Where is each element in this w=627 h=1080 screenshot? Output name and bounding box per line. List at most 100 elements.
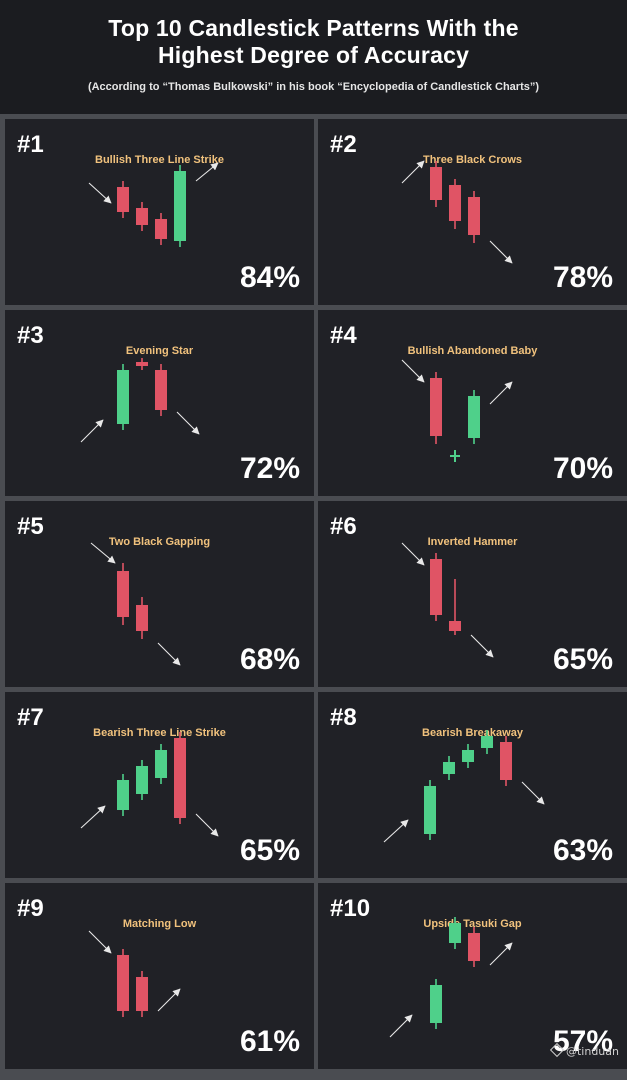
pattern-panel-9: #9 Matching Low 61% [5, 883, 314, 1069]
arrow-icon [470, 634, 494, 658]
bearish-candle [155, 213, 167, 245]
pattern-rank: #1 [17, 131, 44, 158]
watermark: @tinduan [549, 1042, 619, 1059]
bearish-candle [117, 949, 129, 1017]
bullish-candle [155, 744, 167, 784]
pattern-panel-6: #6 Inverted Hammer 65% [318, 501, 627, 687]
header: Top 10 Candlestick Patterns With the Hig… [0, 0, 627, 114]
bearish-candle [136, 597, 148, 639]
pattern-accuracy: 70% [552, 452, 613, 485]
arrow-icon [389, 1014, 413, 1038]
bearish-candle [500, 736, 512, 786]
arrow-icon [88, 930, 112, 954]
pattern-chart [401, 160, 513, 264]
pattern-name: Bearish Three Line Strike [93, 727, 226, 739]
pattern-accuracy: 63% [552, 834, 613, 867]
bullish-candle [136, 760, 148, 800]
pattern-panel-2: #2 Three Black Crows 78% [318, 119, 627, 305]
pattern-chart [401, 542, 494, 658]
bullish-candle [424, 780, 436, 840]
patterns-grid: #1 Bullish Three Line Strike 84% #2 Thre… [0, 114, 627, 1080]
pattern-rank: #8 [330, 704, 357, 731]
pattern-chart [88, 930, 181, 1017]
arrow-icon [90, 542, 116, 564]
pattern-chart [80, 732, 219, 837]
bearish-candle [174, 732, 186, 824]
pattern-panel-7: #7 Bearish Three Line Strike 65% [5, 692, 314, 878]
arrow-icon [489, 381, 513, 405]
pattern-chart [383, 730, 545, 843]
pattern-panel-8: #8 Bearish Breakaway 63% [318, 692, 627, 878]
bearish-candle [155, 364, 167, 416]
pattern-rank: #7 [17, 704, 44, 731]
pattern-rank: #4 [330, 322, 357, 349]
pattern-chart [90, 542, 181, 666]
pattern-chart [80, 358, 200, 443]
bullish-candle [468, 390, 480, 444]
watermark-text: @tinduan [565, 1045, 619, 1058]
pattern-accuracy: 84% [239, 261, 300, 294]
arrow-icon [176, 411, 200, 435]
arrow-icon [195, 813, 219, 837]
bullish-candle [481, 730, 493, 754]
arrow-icon [80, 805, 106, 829]
pattern-accuracy: 65% [552, 643, 613, 676]
page-title-line-1: Top 10 Candlestick Patterns With the [108, 15, 519, 41]
doji-candle [450, 450, 460, 462]
pattern-accuracy: 61% [239, 1025, 300, 1058]
arrow-icon [88, 182, 112, 204]
bullish-candle [443, 756, 455, 780]
pattern-rank: #3 [17, 322, 44, 349]
pattern-name: Two Black Gapping [108, 536, 211, 548]
pattern-chart [401, 359, 513, 462]
pattern-name: Three Black Crows [422, 154, 523, 166]
arrow-icon [401, 160, 425, 184]
bullish-candle [117, 774, 129, 816]
pattern-rank: #10 [330, 895, 371, 922]
pattern-name: Bullish Abandoned Baby [407, 345, 538, 357]
pattern-rank: #5 [17, 513, 44, 540]
pattern-accuracy: 68% [239, 643, 300, 676]
pattern-name: Matching Low [122, 918, 197, 930]
bearish-candle [449, 579, 461, 635]
pattern-accuracy: 57% [552, 1025, 613, 1058]
arrow-icon [489, 942, 513, 966]
pattern-accuracy: 72% [239, 452, 300, 485]
pattern-name: Upside Tasuki Gap [423, 918, 522, 930]
bearish-candle [430, 372, 442, 444]
pattern-name: Inverted Hammer [427, 536, 518, 548]
bearish-candle [468, 927, 480, 967]
bearish-candle [136, 971, 148, 1017]
bearish-candle [468, 191, 480, 243]
bullish-candle [117, 364, 129, 430]
bullish-candle [449, 917, 461, 949]
pattern-rank: #6 [330, 513, 357, 540]
bearish-candle [136, 358, 148, 370]
arrow-icon [401, 542, 425, 566]
bearish-candle [430, 553, 442, 621]
pattern-panel-1: #1 Bullish Three Line Strike 84% [5, 119, 314, 305]
pattern-panel-3: #3 Evening Star 72% [5, 310, 314, 496]
pattern-name: Bullish Three Line Strike [95, 154, 224, 166]
pattern-accuracy: 78% [552, 261, 613, 294]
pattern-panel-4: #4 Bullish Abandoned Baby 70% [318, 310, 627, 496]
bearish-candle [117, 563, 129, 625]
arrow-icon [80, 419, 104, 443]
pattern-rank: #2 [330, 131, 357, 158]
bullish-candle [462, 744, 474, 768]
binance-diamond-icon [549, 1042, 565, 1058]
pattern-panel-10: #10 Upside Tasuki Gap 57% @tinduan [318, 883, 627, 1069]
bearish-candle [136, 202, 148, 231]
pattern-panel-5: #5 Two Black Gapping 68% [5, 501, 314, 687]
bearish-candle [117, 181, 129, 218]
bearish-candle [430, 161, 442, 207]
arrow-icon [157, 988, 181, 1012]
bullish-candle [430, 979, 442, 1029]
pattern-rank: #9 [17, 895, 44, 922]
pattern-chart [389, 917, 513, 1038]
arrow-icon [521, 781, 545, 805]
pattern-accuracy: 65% [239, 834, 300, 867]
arrow-icon [489, 240, 513, 264]
arrow-icon [195, 162, 219, 182]
pattern-name: Evening Star [125, 345, 194, 357]
